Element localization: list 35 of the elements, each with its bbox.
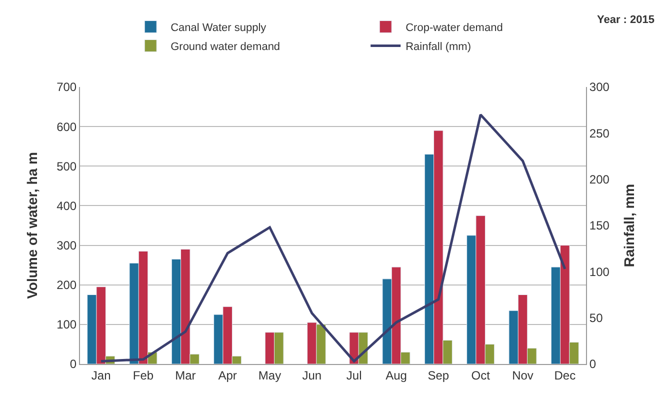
x-tick-label: Apr — [218, 368, 237, 382]
x-tick-label: May — [258, 368, 282, 382]
legend-label: Ground water demand — [170, 41, 280, 53]
y2-tick-label: 200 — [589, 172, 610, 187]
y2-tick-label: 300 — [589, 80, 610, 94]
text: Year : 2015 — [597, 14, 654, 26]
y-tick-label: 400 — [56, 198, 77, 213]
legend-label: Rainfall (mm) — [406, 41, 472, 53]
x-tick-label: Jan — [91, 368, 111, 382]
y-axis-title: Volume of water, ha m — [24, 152, 40, 299]
y2-tick-label: 100 — [589, 264, 610, 279]
y-tick-label: 100 — [56, 318, 77, 332]
y-tick-label: 300 — [56, 238, 77, 252]
y2-tick-label: 0 — [589, 357, 596, 372]
x-tick-label: Mar — [175, 368, 196, 382]
x-tick-label: Jun — [302, 368, 322, 382]
line-series — [100, 113, 566, 362]
x-tick-label: Dec — [554, 368, 576, 382]
y-tick-label: 200 — [56, 278, 77, 292]
x-tick-label: Jul — [346, 368, 362, 382]
x-tick-label: Sep — [428, 368, 450, 382]
legend-label: Crop-water demand — [406, 22, 503, 34]
x-tick-label: Oct — [471, 368, 491, 382]
x-tick-label: Aug — [386, 368, 407, 382]
y2-tick-label: 50 — [589, 311, 604, 326]
y2-tick-label: 250 — [589, 126, 610, 140]
y-tick-label: 0 — [70, 357, 77, 372]
y-tick-label: 500 — [56, 159, 77, 174]
x-tick-label: Nov — [512, 368, 534, 382]
y-tick-label: 700 — [56, 80, 77, 94]
y-tick-label: 600 — [56, 120, 77, 134]
y2-tick-label: 150 — [589, 218, 610, 233]
x-tick-label: Feb — [132, 368, 154, 382]
legend-label: Canal Water supply — [170, 22, 267, 34]
y2-axis-title: Rainfall, mm — [621, 184, 638, 268]
